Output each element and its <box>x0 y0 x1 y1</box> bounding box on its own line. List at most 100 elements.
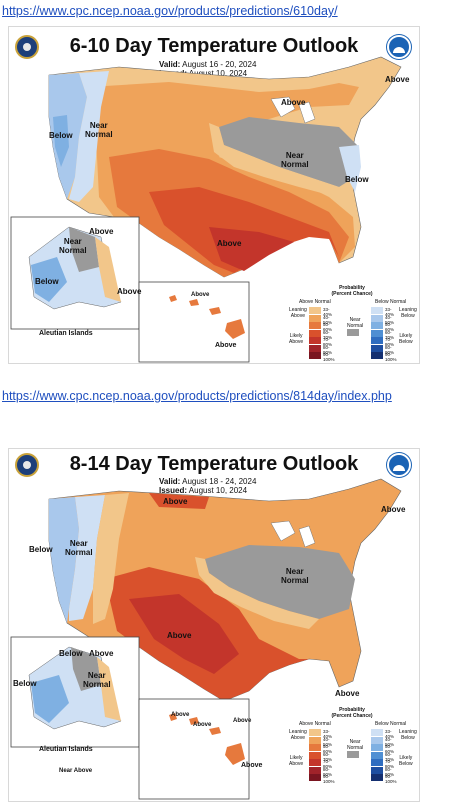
legend-range-below-6: 90-100% <box>385 774 397 784</box>
legend-leaning-above: Leaning Above <box>289 307 307 319</box>
legend-swatch-below-2 <box>371 744 383 751</box>
legend-likely-above: Likely Above <box>289 755 304 767</box>
legend-near-header: Near Normal <box>347 739 364 751</box>
legend-range-above-2: 50-60% <box>323 744 333 754</box>
legend-leaning-below: Leaning Below <box>399 307 417 319</box>
commerce-seal-icon <box>15 453 39 477</box>
label-near-normal-west: Near Normal <box>65 539 93 557</box>
legend-range-above-5: 80-90% <box>323 766 333 777</box>
legend-below-header: Below Normal <box>375 721 407 727</box>
label-ak-below-2: Below <box>13 679 37 688</box>
legend-swatch-below-3 <box>371 751 383 759</box>
label-aleutian-islands: Aleutian Islands <box>39 330 93 337</box>
legend-range-below-3: 60-70% <box>385 329 395 340</box>
label-above-south: Above <box>167 631 192 640</box>
legend-below-header: Below Normal <box>375 299 407 305</box>
issued-date: Issued: August 10, 2024 <box>159 486 248 495</box>
map-8-14-day: 8-14 Day Temperature Outlook Valid: Augu… <box>8 448 420 802</box>
legend-swatch-above-4 <box>309 337 321 344</box>
legend-likely-below: Likely Below <box>399 755 413 767</box>
map-title: 6-10 Day Temperature Outlook <box>69 35 359 57</box>
legend-swatch-above-2 <box>309 322 321 329</box>
label-below-west: Below <box>29 545 53 554</box>
label-aleutian-sub: Near Above <box>59 768 93 774</box>
label-above-ne: Above <box>385 75 410 84</box>
label-hi-above-2: Above <box>193 722 212 728</box>
legend-swatch-below-4 <box>371 759 383 766</box>
legend-swatch-above-3 <box>309 329 321 337</box>
legend-range-below-1: 40-50% <box>385 314 395 325</box>
legend-range-above-3: 60-70% <box>323 329 333 340</box>
legend-range-above-5: 80-90% <box>323 344 333 355</box>
legend-swatch-above-1 <box>309 736 321 744</box>
probability-legend-1: Probability (Percent Chance) Above Norma… <box>289 285 417 362</box>
label-above-se: Above <box>335 689 360 698</box>
legend-above-header: Above Normal <box>299 299 331 305</box>
label-near-normal-east: Near Normal <box>281 151 309 169</box>
label-below-east: Below <box>345 175 369 184</box>
legend-range-below-5: 80-90% <box>385 344 395 355</box>
legend-range-below-3: 60-70% <box>385 751 395 762</box>
legend-range-above-4: 70-80% <box>323 759 333 769</box>
legend-likely-above: Likely Above <box>289 333 304 345</box>
legend-range-below-0: 33-40% <box>385 729 395 739</box>
noaa-logo-icon <box>387 453 411 477</box>
link-814day[interactable]: https://www.cpc.ncep.noaa.gov/products/p… <box>2 389 392 403</box>
label-above-south: Above <box>217 239 242 248</box>
legend-range-above-6: 90-100% <box>323 352 335 362</box>
legend-range-below-2: 50-60% <box>385 744 395 754</box>
legend-title: Probability (Percent Chance) <box>331 285 373 297</box>
probability-legend-2: Probability (Percent Chance) Above Norma… <box>289 707 417 787</box>
legend-swatch-above-6 <box>309 352 321 359</box>
legend-leaning-above: Leaning Above <box>289 729 307 741</box>
label-ak-near-normal: Near Normal <box>59 237 87 255</box>
legend-swatch-above-3 <box>309 751 321 759</box>
legend-swatch-above-1 <box>309 314 321 322</box>
conus-map-2 <box>10 478 402 800</box>
legend-swatch-below-5 <box>371 766 383 774</box>
legend-swatch-above-6 <box>309 774 321 781</box>
legend-range-below-6: 90-100% <box>385 352 397 362</box>
legend-leaning-below: Leaning Below <box>399 729 417 741</box>
label-ak-below: Below <box>35 277 59 286</box>
legend-range-below-4: 70-80% <box>385 759 395 769</box>
map-title: 8-14 Day Temperature Outlook <box>69 453 359 475</box>
map-6-10-day: 6-10 Day Temperature Outlook Valid: Augu… <box>8 26 420 364</box>
valid-dates: Valid: August 16 - 20, 2024 <box>159 60 257 69</box>
legend-near-swatch <box>347 751 359 758</box>
legend-range-above-1: 40-50% <box>323 314 333 325</box>
legend-swatch-above-2 <box>309 744 321 751</box>
label-ak-near-normal: Near Normal <box>83 671 111 689</box>
legend-swatch-above-4 <box>309 759 321 766</box>
label-hi-above-3: Above <box>233 718 252 724</box>
legend-swatch-below-2 <box>371 322 383 329</box>
legend-above-header: Above Normal <box>299 721 331 727</box>
legend-swatch-below-3 <box>371 329 383 337</box>
legend-swatch-below-6 <box>371 352 383 359</box>
legend-range-below-1: 40-50% <box>385 736 395 747</box>
legend-range-above-2: 50-60% <box>323 322 333 332</box>
label-ak-above: Above <box>89 227 114 236</box>
label-above-north: Above <box>163 497 188 506</box>
label-above-gl: Above <box>281 98 306 107</box>
label-near-normal-west: Near Normal <box>85 121 113 139</box>
label-hi-above-4: Above <box>241 762 263 769</box>
label-above-ne: Above <box>381 505 406 514</box>
legend-range-below-0: 33-40% <box>385 307 395 317</box>
legend-swatch-below-0 <box>371 307 383 314</box>
legend-range-above-3: 60-70% <box>323 751 333 762</box>
legend-near-header: Near Normal <box>347 317 364 329</box>
legend-swatch-above-0 <box>309 307 321 314</box>
legend-range-below-2: 50-60% <box>385 322 395 332</box>
label-ak-below: Below <box>59 649 83 658</box>
legend-range-above-1: 40-50% <box>323 736 333 747</box>
label-hi-above-2: Above <box>215 342 237 349</box>
label-near-normal-east: Near Normal <box>281 567 309 585</box>
legend-near-swatch <box>347 329 359 336</box>
label-ak-above: Above <box>89 649 114 658</box>
legend-swatch-above-5 <box>309 766 321 774</box>
legend-likely-below: Likely Below <box>399 333 413 345</box>
legend-swatch-below-1 <box>371 314 383 322</box>
commerce-seal-icon <box>15 35 39 59</box>
link-610day[interactable]: https://www.cpc.ncep.noaa.gov/products/p… <box>2 4 338 18</box>
